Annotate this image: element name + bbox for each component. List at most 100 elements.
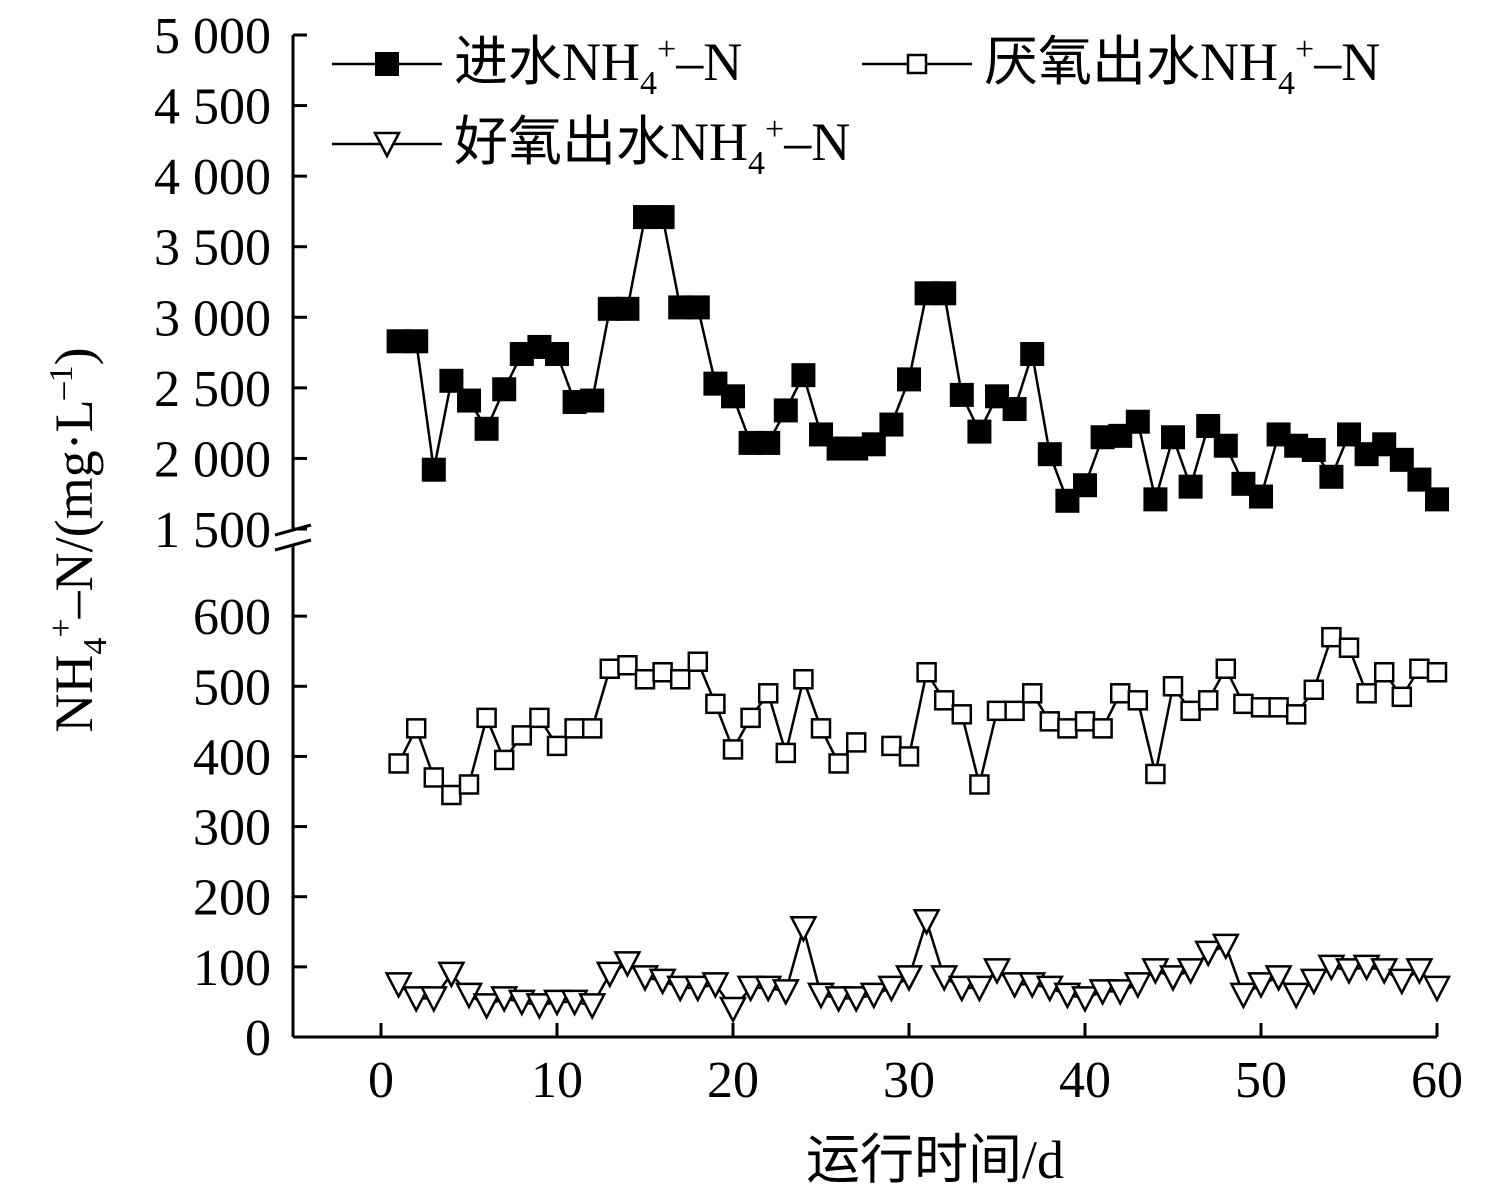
data-point [1299, 968, 1328, 996]
data-point [1178, 474, 1203, 499]
data-point [1002, 397, 1027, 422]
data-point [1021, 683, 1043, 704]
data-point [1180, 700, 1201, 722]
data-point [1338, 637, 1360, 658]
data-point [1145, 763, 1166, 785]
data-point [1407, 467, 1432, 492]
data-point [1070, 986, 1100, 1014]
series-2 [384, 909, 1452, 1024]
data-point [861, 432, 886, 457]
data-point [474, 416, 499, 441]
data-point [595, 961, 624, 989]
data-point [1215, 658, 1237, 679]
data-point [1387, 968, 1416, 996]
data-point [793, 669, 814, 690]
data-point [842, 986, 871, 1014]
data-point [1409, 658, 1430, 679]
data-point [969, 774, 990, 795]
data-point [423, 767, 445, 788]
data-point [1109, 683, 1131, 704]
data-point [1000, 972, 1029, 1000]
data-point [578, 993, 607, 1021]
data-point [985, 384, 1009, 409]
data-point [669, 669, 691, 690]
data-point [965, 975, 994, 1003]
data-point [1213, 433, 1238, 458]
data-point [1108, 423, 1133, 448]
data-point [1426, 662, 1448, 683]
data-point [740, 707, 761, 729]
data-point [1057, 718, 1078, 739]
data-point [476, 707, 497, 729]
y-tick-label: 0 [245, 1010, 271, 1067]
data-point [388, 753, 409, 774]
y-tick-label: 300 [193, 800, 271, 857]
data-point [1389, 447, 1414, 472]
data-point [1196, 413, 1221, 438]
data-point [1141, 958, 1170, 986]
legend: 进水NH4+–N 厌氧出水NH4+–N 好氧出水NH4+–N [332, 31, 1380, 182]
y-tick-label: 2 000 [154, 431, 271, 488]
data-point [1303, 679, 1325, 701]
data-point [1194, 940, 1223, 968]
data-point [472, 993, 501, 1021]
series-layer [384, 205, 1452, 1024]
data-point [652, 662, 673, 683]
data-point [1211, 933, 1240, 961]
data-point [718, 996, 748, 1024]
legend-label: 好氧出水NH4+–N [454, 111, 850, 182]
data-point [685, 295, 710, 320]
y-tick-label: 3 500 [154, 220, 271, 277]
legend-marker [375, 52, 399, 76]
data-point [564, 718, 585, 739]
data-point [1123, 972, 1152, 1000]
axis-break-mark [274, 538, 312, 552]
x-axis-title: 运行时间/d [806, 1130, 1064, 1190]
data-point [967, 419, 992, 444]
data-point [1197, 690, 1219, 711]
data-point [1334, 958, 1364, 986]
data-point [1004, 700, 1025, 722]
data-point [933, 690, 955, 711]
x-tick-label: 10 [531, 1052, 583, 1109]
data-point [1039, 711, 1061, 732]
x-tick-label: 30 [883, 1052, 935, 1109]
y-axis-title-text: NH4+–N/(mg·L–1) [43, 347, 114, 732]
data-point [705, 693, 726, 715]
y-tick-label: 600 [193, 589, 271, 646]
data-point [947, 975, 976, 1003]
legend-label: 进水NH4+–N [454, 31, 742, 102]
data-point [404, 329, 429, 354]
data-point [405, 718, 427, 739]
data-point [617, 654, 638, 676]
data-point [789, 916, 818, 943]
data-point [703, 371, 728, 396]
data-point [441, 784, 462, 806]
data-point [1264, 965, 1293, 993]
data-point [1356, 683, 1377, 704]
data-point [775, 742, 797, 764]
data-point [810, 718, 832, 739]
data-point [1405, 958, 1434, 986]
data-point [1127, 690, 1149, 711]
data-point [721, 384, 745, 409]
data-point [419, 986, 448, 1014]
data-point [1020, 341, 1045, 366]
data-point [1250, 697, 1272, 718]
data-point [809, 422, 833, 447]
data-point [757, 683, 779, 704]
data-point [1391, 686, 1413, 708]
data-point [529, 707, 550, 729]
data-point [1035, 975, 1064, 1003]
data-point [1422, 975, 1452, 1003]
data-point [493, 749, 515, 771]
legend-marker [372, 131, 402, 159]
data-point [1074, 711, 1096, 732]
data-point [845, 732, 867, 753]
data-point [1321, 626, 1342, 648]
data-point [613, 951, 642, 979]
data-point [1176, 958, 1205, 986]
series-line [890, 635, 1438, 785]
data-point [828, 753, 849, 774]
